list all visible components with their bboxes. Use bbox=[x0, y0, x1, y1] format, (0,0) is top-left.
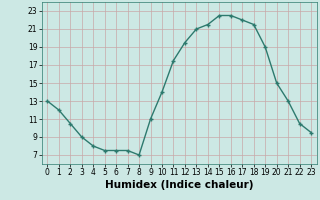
X-axis label: Humidex (Indice chaleur): Humidex (Indice chaleur) bbox=[105, 180, 253, 190]
